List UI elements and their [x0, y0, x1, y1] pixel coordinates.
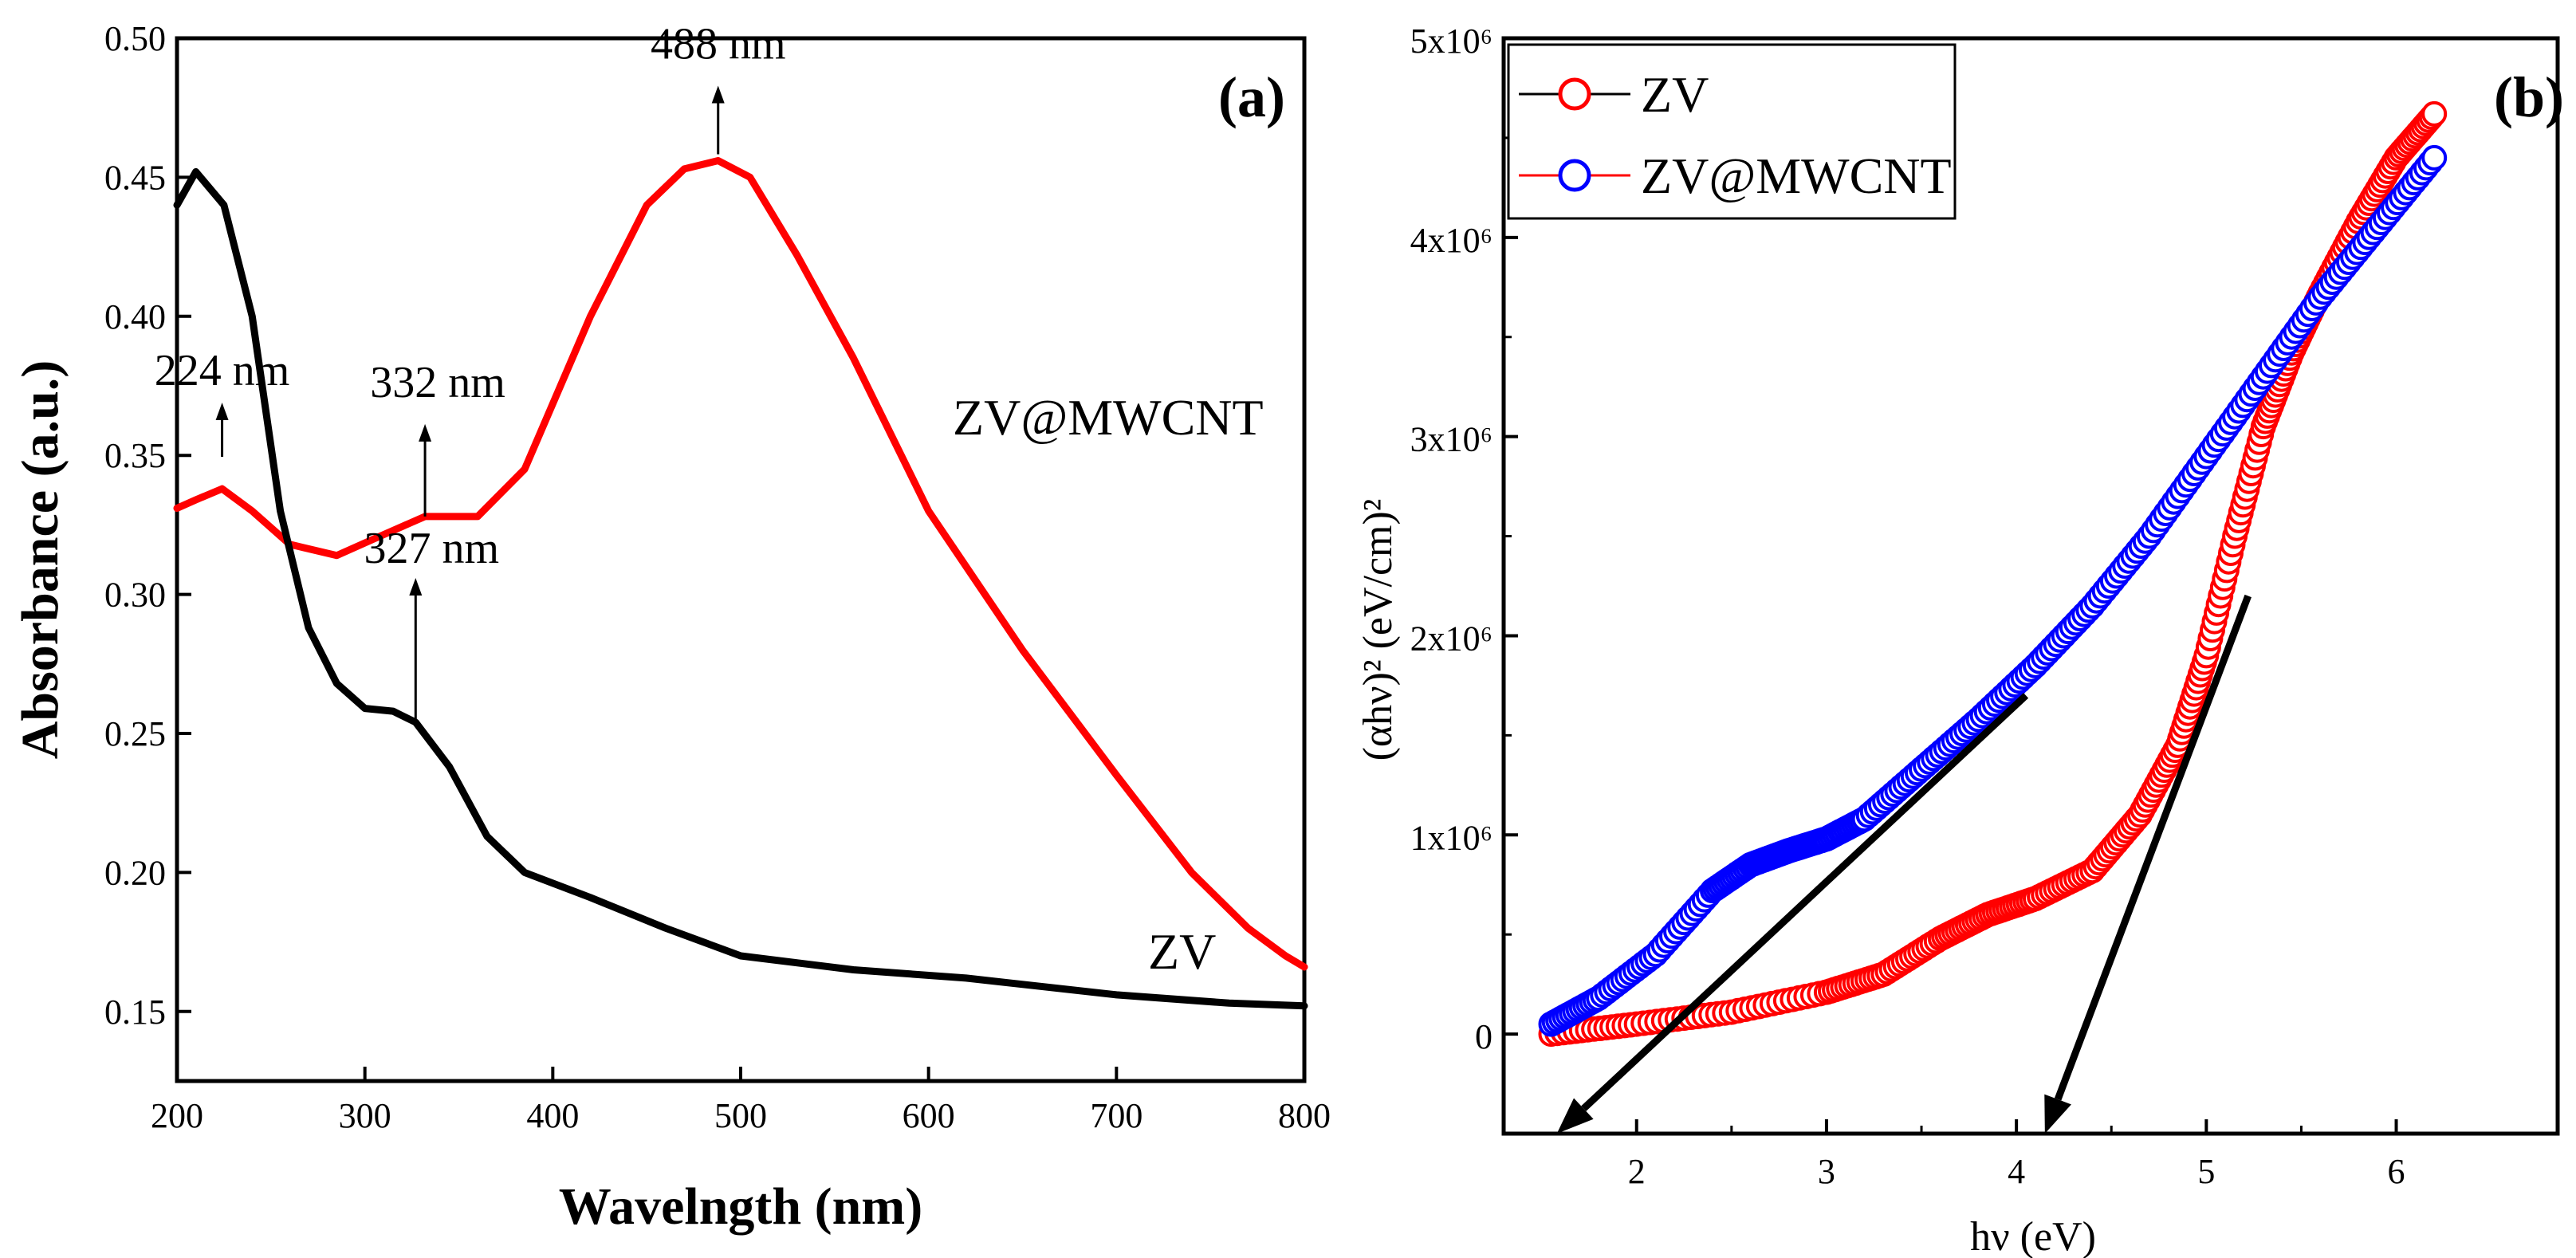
y-tick-label: 1x10⁶: [1410, 818, 1493, 857]
legend-item-zvmwcnt: ZV@MWCNT: [1519, 147, 1952, 204]
panel-a-y-ticks: 0.15 0.20 0.25 0.30 0.35 0.40 0.45 0.50: [104, 19, 191, 1032]
series-zv-mwcnt: [1538, 144, 2448, 1037]
annotation-arrow-head: [711, 85, 725, 104]
x-tick-label: 200: [151, 1096, 203, 1135]
y-tick-label: 0.40: [104, 297, 166, 336]
panel-a-x-axis-title: Wavelngth (nm): [559, 1177, 923, 1236]
panel-b-chart: 2 3 4 5 6 0 1x10⁶ 2x10⁶ 3x10⁶ 4x10⁶ 5x10⁶ (b) ZV …: [1355, 22, 2564, 1258]
panel-a-series-label-zv: ZV: [1148, 923, 1216, 980]
tangent-arrow-head: [1556, 1098, 1594, 1134]
x-tick-label: 300: [339, 1096, 391, 1135]
tangent-line: [1581, 693, 2029, 1111]
panel-a-y-axis-title: Absorbance (a.u.): [11, 360, 69, 760]
panel-a-chart: 224 nm 332 nm 488 nm 327 nm 200 300 400 500 600…: [11, 19, 1331, 1236]
panel-b-plot-frame: [1501, 36, 2560, 1136]
y-tick-label: 2x10⁶: [1410, 619, 1493, 658]
panel-b-tangent-lines: [1556, 594, 2252, 1134]
panel-a-plot-frame: [175, 36, 1307, 1083]
panel-b-y-ticks: 0 1x10⁶ 2x10⁶ 3x10⁶ 4x10⁶ 5x10⁶: [1410, 22, 1518, 1056]
annotation-label: 488 nm: [651, 19, 786, 69]
data-point: [2421, 144, 2448, 171]
legend-zvmwcnt-marker: [1558, 159, 1591, 192]
panel-b-x-ticks: 2 3 4 5 6: [1628, 1119, 2405, 1191]
y-tick-label: 0.50: [104, 19, 166, 58]
x-tick-label: 2: [1628, 1152, 1646, 1191]
y-tick-label: 0.35: [104, 436, 166, 475]
panel-b-x-axis-title: hν (eV): [1970, 1214, 2096, 1258]
annotation-arrow-head: [215, 403, 229, 421]
y-tick-label: 0.20: [104, 853, 166, 892]
annotation-arrow-head: [419, 423, 432, 442]
annotation-label: 332 nm: [370, 358, 505, 407]
legend-zvmwcnt-text: ZV@MWCNT: [1641, 147, 1952, 204]
panel-a-series-group: [173, 157, 1308, 1010]
legend-zv-marker: [1558, 77, 1591, 111]
x-tick-label: 6: [2388, 1152, 2405, 1191]
series-zv: [1538, 100, 2448, 1048]
tangent-line: [2054, 594, 2252, 1101]
panel-a-series-label-zvmwcnt: ZV@MWCNT: [953, 389, 1264, 446]
y-tick-label: 5x10⁶: [1410, 22, 1493, 61]
annotation-arrow-head: [409, 578, 423, 596]
y-tick-label: 3x10⁶: [1410, 420, 1493, 459]
y-tick-label: 0.45: [104, 158, 166, 197]
x-tick-label: 700: [1090, 1096, 1142, 1135]
annotation-label: 224 nm: [155, 346, 290, 395]
x-tick-label: 4: [2008, 1152, 2025, 1191]
panel-a-x-ticks: 200 300 400 500 600 700 800: [151, 1067, 1331, 1135]
x-tick-label: 600: [903, 1096, 955, 1135]
annotation-label: 327 nm: [364, 524, 500, 573]
panel-b-legend: ZV ZV@MWCNT: [1507, 43, 1957, 220]
panel-b-label: (b): [2494, 65, 2564, 129]
y-tick-label: 0: [1475, 1017, 1493, 1056]
panel-b-y-axis-title: (αhν)² (eV/cm)²: [1355, 499, 1401, 761]
x-tick-label: 400: [526, 1096, 579, 1135]
y-tick-label: 0.15: [104, 993, 166, 1032]
legend-item-zv: ZV: [1519, 66, 1709, 123]
panel-a-annotations: 224 nm 332 nm 488 nm 327 nm: [155, 19, 786, 723]
x-tick-label: 800: [1278, 1096, 1331, 1135]
y-tick-label: 4x10⁶: [1410, 221, 1493, 260]
panel-a-label: (a): [1218, 65, 1285, 129]
tangent-arrow-head: [2044, 1094, 2071, 1134]
series-line-zv: [173, 167, 1308, 1010]
x-tick-label: 500: [714, 1096, 767, 1135]
y-tick-label: 0.30: [104, 576, 166, 615]
legend-zv-text: ZV: [1641, 66, 1709, 123]
x-tick-label: 3: [1818, 1152, 1835, 1191]
series-line-zv-mwcnt: [173, 157, 1308, 971]
panel-b-series-group: [1538, 100, 2448, 1048]
y-tick-label: 0.25: [104, 714, 166, 753]
x-tick-label: 5: [2197, 1152, 2215, 1191]
data-point: [2421, 100, 2448, 127]
